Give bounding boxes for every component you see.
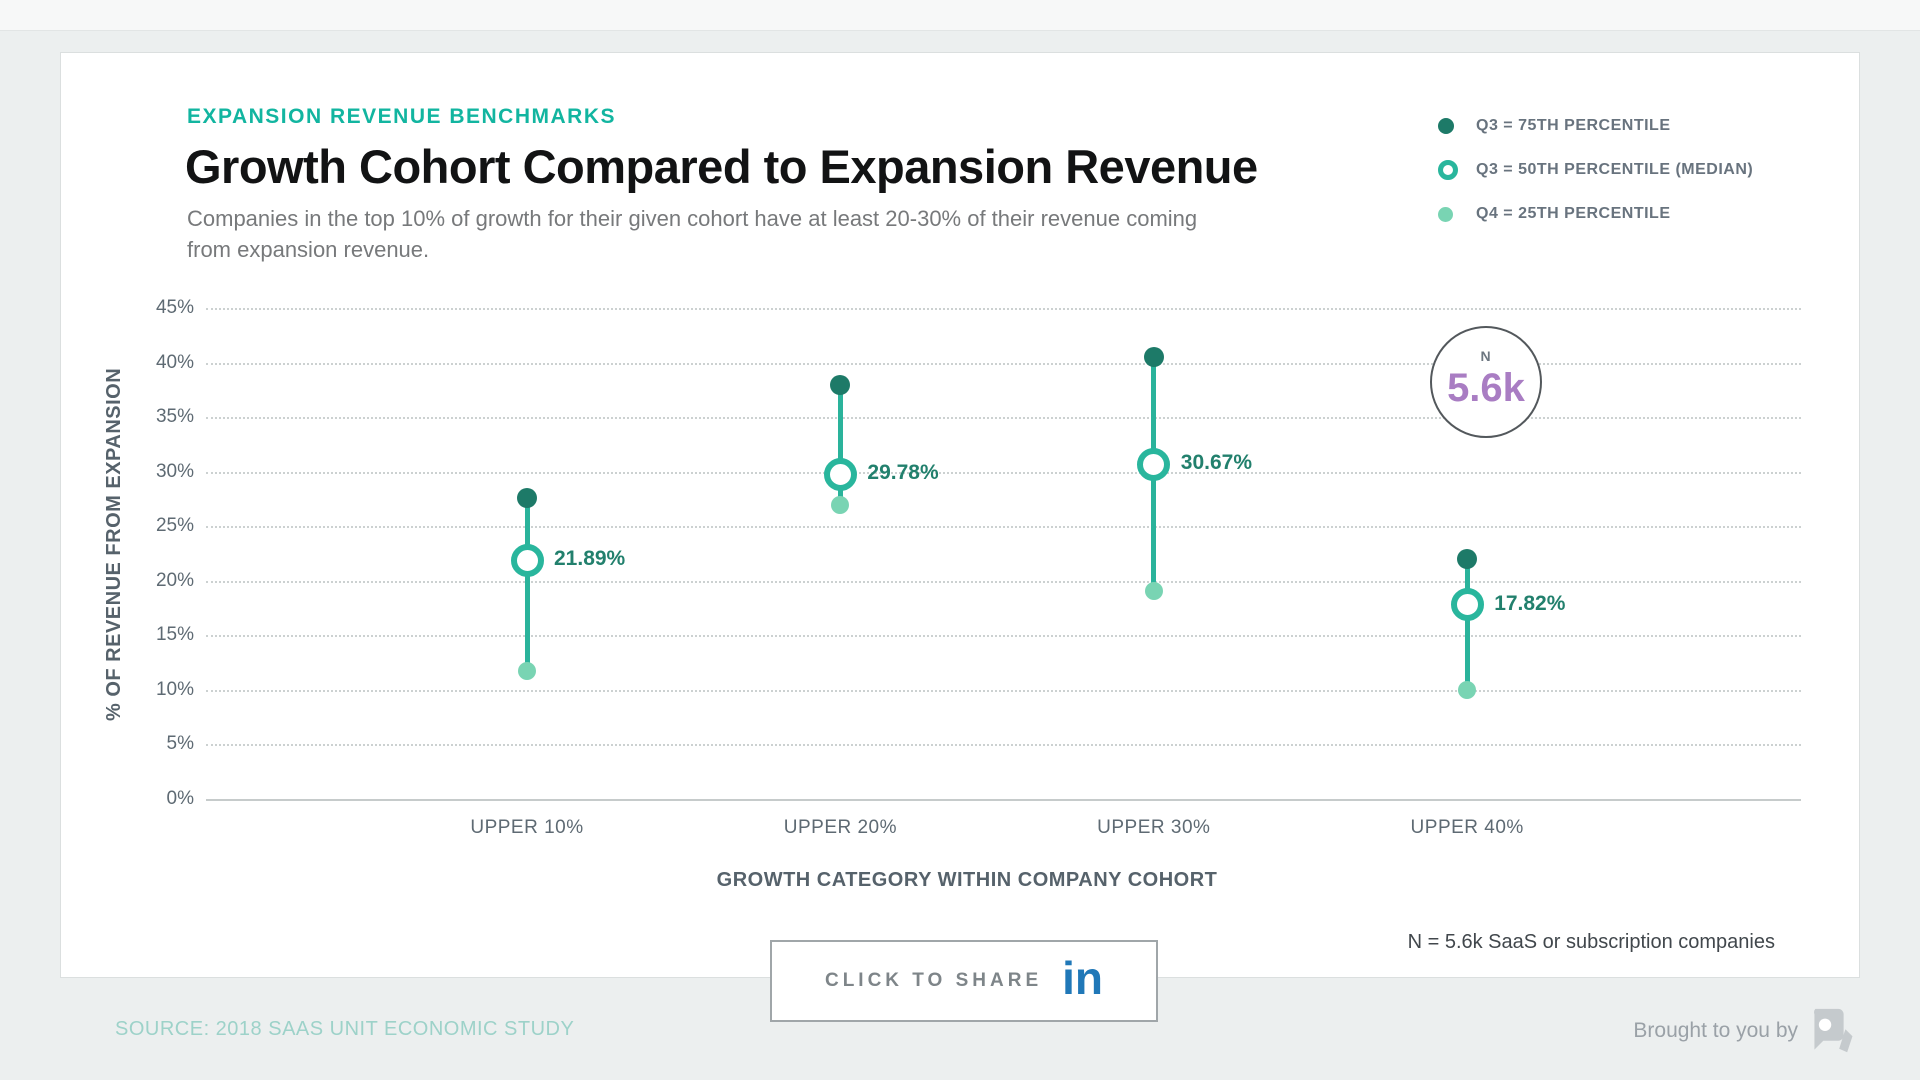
gridline xyxy=(206,471,1801,474)
median-ring xyxy=(1137,447,1171,481)
legend-item-label: Q4 = 25TH PERCENTILE xyxy=(1476,205,1671,222)
x-tick-label: UPPER 10% xyxy=(470,817,584,838)
chart-legend: Q3 = 75TH PERCENTILE Q3 = 50TH PERCENTILE… xyxy=(1438,104,1753,236)
median-value-label: 29.78% xyxy=(867,461,939,485)
y-tick-label: 40% xyxy=(155,351,194,373)
y-axis-title: % OF REVENUE FROM EXPANSION xyxy=(103,367,125,721)
median-ring xyxy=(823,457,857,491)
median-value-label: 21.89% xyxy=(554,547,626,571)
y-tick-label: 10% xyxy=(155,678,194,700)
q4-25th-dot xyxy=(831,496,850,515)
gridline xyxy=(206,308,1801,310)
gridline xyxy=(206,689,1801,692)
share-button[interactable]: CLICK TO SHARE in xyxy=(770,940,1158,1022)
gridline xyxy=(206,635,1801,638)
y-tick-label: 0% xyxy=(166,788,194,809)
y-tick-label: 15% xyxy=(155,624,194,646)
q3-75th-dot xyxy=(1457,548,1478,569)
y-tick-label: 20% xyxy=(155,569,194,591)
y-tick-label: 30% xyxy=(155,460,194,482)
y-tick-label: 45% xyxy=(155,297,194,318)
top-strip xyxy=(0,0,1920,31)
sample-size-n-label: N xyxy=(1480,348,1492,364)
q4-25th-dot xyxy=(518,662,536,681)
page-title: Growth Cohort Compared to Expansion Reve… xyxy=(185,140,1258,193)
plot-area: GROWTH CATEGORY WITHIN COMPANY COHORT 0%… xyxy=(156,293,1801,953)
x-axis-title: GROWTH CATEGORY WITHIN COMPANY COHORT xyxy=(716,869,1218,891)
eyebrow-label: EXPANSION REVENUE BENCHMARKS xyxy=(187,105,616,128)
sample-size-value: 5.6k xyxy=(1447,366,1525,410)
q4-25th-legend-dot-icon xyxy=(1438,206,1453,222)
legend-item: Q3 = 75TH PERCENTILE xyxy=(1438,104,1753,148)
gridline xyxy=(206,417,1801,420)
linkedin-icon[interactable]: in xyxy=(1062,952,1104,1004)
y-tick-label: 5% xyxy=(166,733,194,755)
legend-item-label: Q3 = 50TH PERCENTILE (MEDIAN) xyxy=(1476,161,1754,178)
chart-subtitle: Companies in the top 10% of growth for t… xyxy=(187,206,1198,263)
gridline xyxy=(206,580,1801,583)
median-value-label: 30.67% xyxy=(1180,451,1253,475)
q3-75th-dot xyxy=(1143,347,1164,368)
y-tick-label: 35% xyxy=(155,406,194,428)
chart-card: EXPANSION REVENUE BENCHMARKS Growth Coho… xyxy=(60,52,1860,978)
brought-to-you-by-label: Brought to you by xyxy=(1633,1019,1798,1042)
legend-item: Q4 = 25TH PERCENTILE xyxy=(1438,192,1753,236)
q3-75th-dot xyxy=(517,487,537,508)
q3-75th-legend-dot-icon xyxy=(1438,118,1454,134)
gridline xyxy=(206,362,1801,365)
source-citation: SOURCE: 2018 SAAS UNIT ECONOMIC STUDY xyxy=(115,1018,575,1040)
legend-item-label: Q3 = 75TH PERCENTILE xyxy=(1476,117,1671,134)
median-ring xyxy=(510,543,544,577)
q3-75th-dot xyxy=(830,375,851,396)
gridline xyxy=(206,526,1801,529)
q4-25th-dot xyxy=(1144,581,1163,600)
median-value-label: 17.82% xyxy=(1494,591,1566,615)
x-tick-label: UPPER 20% xyxy=(783,817,898,838)
median-ring xyxy=(1450,588,1484,622)
y-tick-label: 25% xyxy=(155,515,194,537)
share-button-label: CLICK TO SHARE xyxy=(824,970,1043,991)
percentile-range-stem xyxy=(837,385,843,506)
percentile-range-stem xyxy=(524,497,530,672)
x-tick-label: UPPER 40% xyxy=(1410,817,1524,838)
q4-25th-dot xyxy=(1458,680,1477,699)
sample-size-badge: N 5.6k xyxy=(1430,326,1542,438)
legend-item: Q3 = 50TH PERCENTILE (MEDIAN) xyxy=(1438,148,1753,192)
sample-size-note: N = 5.6k SaaS or subscription companies xyxy=(1407,931,1775,953)
x-tick-label: UPPER 30% xyxy=(1097,817,1211,838)
percentile-range-stem xyxy=(1464,558,1470,690)
x-axis-line xyxy=(206,799,1801,801)
gridline xyxy=(206,744,1801,747)
brought-to-you-by: Brought to you by xyxy=(1633,1008,1856,1054)
profitwell-logo-icon xyxy=(1814,1008,1853,1053)
median-legend-ring-icon xyxy=(1438,160,1458,180)
